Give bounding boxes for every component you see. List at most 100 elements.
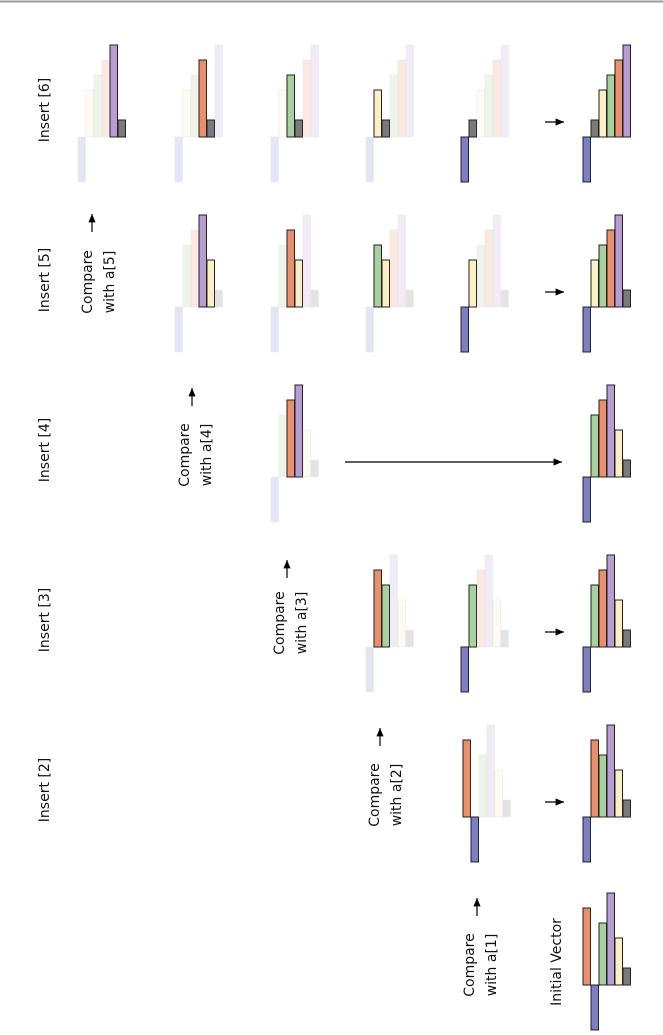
vector-bar xyxy=(286,399,295,478)
vector-bar xyxy=(582,476,591,523)
vector-bar xyxy=(174,306,183,353)
vector-bar xyxy=(373,89,382,138)
vector-bar xyxy=(606,554,615,648)
vector-bar xyxy=(614,599,623,648)
vector-bar xyxy=(270,306,279,353)
vector-bar xyxy=(460,136,469,183)
vector-bar xyxy=(397,59,406,138)
vector-bar xyxy=(294,259,303,308)
vector-bar xyxy=(478,754,487,818)
vector-bar xyxy=(206,259,215,308)
vector-bar xyxy=(109,44,118,138)
compare-label: with a[1] xyxy=(484,934,500,997)
vector-bar xyxy=(460,306,469,353)
vector-bar xyxy=(614,59,623,138)
vector-bar xyxy=(286,74,295,138)
vector-bar xyxy=(190,229,199,308)
vector-bar xyxy=(582,907,591,986)
vector-bar xyxy=(405,289,414,308)
vector-bar xyxy=(606,724,615,818)
vector-bar xyxy=(476,244,485,308)
vector-bar xyxy=(582,136,591,183)
vector-bar xyxy=(582,646,591,693)
vector-bar xyxy=(462,739,471,818)
vector-bar xyxy=(389,229,398,308)
vector-bar xyxy=(598,569,607,648)
vector-bar xyxy=(468,584,477,648)
compare-label: Compare xyxy=(367,763,383,827)
vector-bar xyxy=(484,74,493,138)
vector-bar xyxy=(302,59,311,138)
vector-bar xyxy=(484,229,493,308)
insert-label: Insert [6] xyxy=(37,78,53,142)
vector-bar xyxy=(198,59,207,138)
vector-bar xyxy=(278,89,287,138)
vector-bar xyxy=(182,244,191,308)
vector-bar xyxy=(214,44,223,138)
vector-bar xyxy=(614,769,623,818)
vector-bar xyxy=(598,244,607,308)
vector-bar xyxy=(598,399,607,478)
vector-bar xyxy=(101,59,110,138)
initial-label: Initial Vector xyxy=(549,918,565,1006)
vector-bar xyxy=(214,289,223,308)
vector-bar xyxy=(270,136,279,183)
vector-bar xyxy=(190,74,199,138)
vector-bar xyxy=(500,44,509,138)
vector-bar xyxy=(468,119,477,138)
vector-bar xyxy=(606,892,615,986)
compare-label: with a[3] xyxy=(294,592,310,655)
vector-bar xyxy=(614,429,623,478)
vector-bar xyxy=(381,119,390,138)
vector-bar xyxy=(606,384,615,478)
vector-bar xyxy=(381,584,390,648)
vector-bar xyxy=(85,89,94,138)
compare-label: Compare xyxy=(272,591,288,655)
vector-bar xyxy=(286,229,295,308)
vector-bar xyxy=(365,646,374,693)
insert-label: Insert [4] xyxy=(37,418,53,482)
vector-bar xyxy=(373,244,382,308)
vector-bar xyxy=(302,429,311,478)
vector-bar xyxy=(397,599,406,648)
vector-bar xyxy=(117,119,126,138)
insert-label: Insert [2] xyxy=(37,758,53,822)
vector-bar xyxy=(614,214,623,308)
vector-bar xyxy=(476,89,485,138)
vector-bar xyxy=(310,289,319,308)
compare-label: with a[2] xyxy=(389,764,405,827)
vector-bar xyxy=(460,646,469,693)
vector-bar xyxy=(500,289,509,308)
vector-bar xyxy=(486,724,495,818)
vector-bar xyxy=(182,89,191,138)
compare-label: Compare xyxy=(462,933,478,997)
vector-bar xyxy=(278,414,287,478)
insert-label: Insert [3] xyxy=(37,588,53,652)
vector-bar xyxy=(468,259,477,308)
vector-bar xyxy=(598,922,607,986)
vector-bar xyxy=(622,459,631,478)
vector-bar xyxy=(389,554,398,648)
vector-bar xyxy=(381,259,390,308)
vector-bar xyxy=(492,599,501,648)
vector-bar xyxy=(614,937,623,986)
vector-bar xyxy=(174,136,183,183)
vector-bar xyxy=(405,44,414,138)
vector-bar xyxy=(389,74,398,138)
vector-bar xyxy=(77,136,86,183)
vector-bar xyxy=(310,44,319,138)
compare-label: Compare xyxy=(177,423,193,487)
vector-bar xyxy=(622,289,631,308)
vector-bar xyxy=(500,629,509,648)
vector-bar xyxy=(492,59,501,138)
compare-label: Compare xyxy=(80,250,96,314)
insert-label: Insert [5] xyxy=(37,248,53,312)
vector-bar xyxy=(598,754,607,818)
vector-bar xyxy=(294,119,303,138)
vector-bar xyxy=(622,799,631,818)
vector-bar xyxy=(484,554,493,648)
vector-bar xyxy=(365,136,374,183)
vector-bar xyxy=(492,214,501,308)
vector-bar xyxy=(476,569,485,648)
